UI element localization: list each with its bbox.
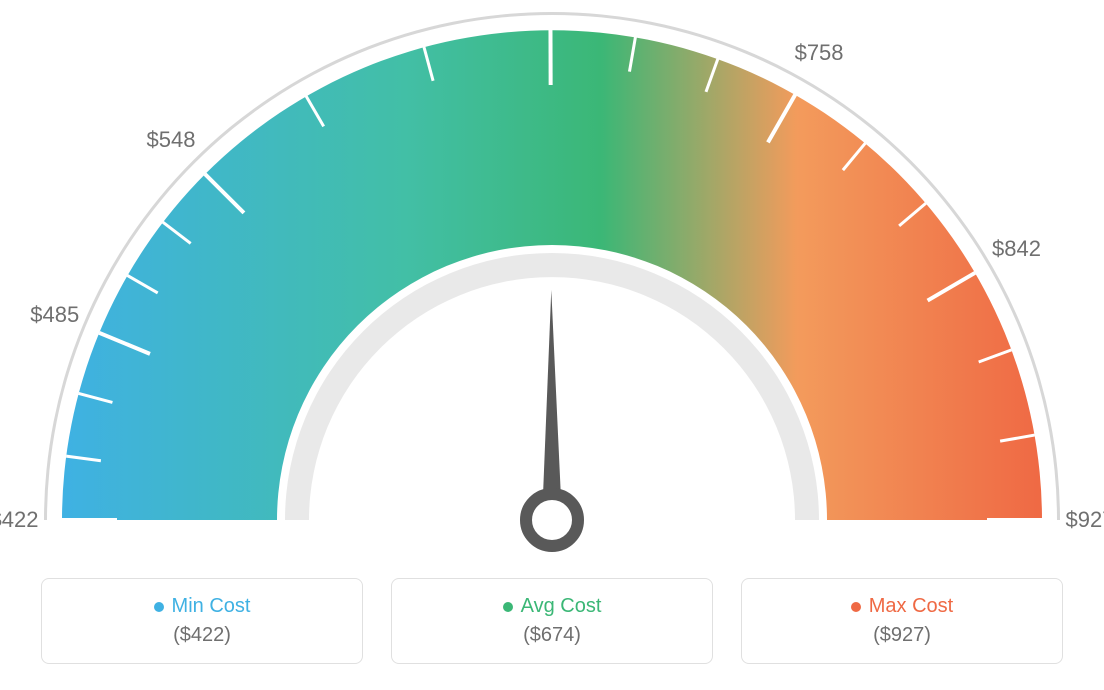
legend-max-top: Max Cost xyxy=(851,595,953,618)
legend-card-avg: Avg Cost ($674) xyxy=(391,578,713,664)
gauge-chart: $422$485$548$674$758$842$927 xyxy=(0,0,1104,560)
legend-avg-dot xyxy=(503,602,513,612)
legend-max-value: ($927) xyxy=(873,624,931,647)
gauge-tick-label: $927 xyxy=(1066,507,1104,533)
legend-max-label: Max Cost xyxy=(869,595,953,618)
legend-card-min: Min Cost ($422) xyxy=(41,578,363,664)
gauge-tick-label: $758 xyxy=(795,40,844,66)
gauge-tick-label: $548 xyxy=(147,127,196,153)
legend-avg-top: Avg Cost xyxy=(503,595,602,618)
gauge-tick-label: $422 xyxy=(0,507,38,533)
legend-min-value: ($422) xyxy=(173,624,231,647)
legend-min-dot xyxy=(154,602,164,612)
legend-avg-value: ($674) xyxy=(523,624,581,647)
legend-row: Min Cost ($422) Avg Cost ($674) Max Cost… xyxy=(0,578,1104,664)
legend-card-max: Max Cost ($927) xyxy=(741,578,1063,664)
legend-avg-label: Avg Cost xyxy=(521,595,602,618)
gauge-svg xyxy=(0,0,1104,560)
gauge-tick-label: $842 xyxy=(992,236,1041,262)
legend-min-top: Min Cost xyxy=(154,595,251,618)
legend-min-label: Min Cost xyxy=(172,595,251,618)
legend-max-dot xyxy=(851,602,861,612)
gauge-tick-label: $485 xyxy=(30,302,79,328)
